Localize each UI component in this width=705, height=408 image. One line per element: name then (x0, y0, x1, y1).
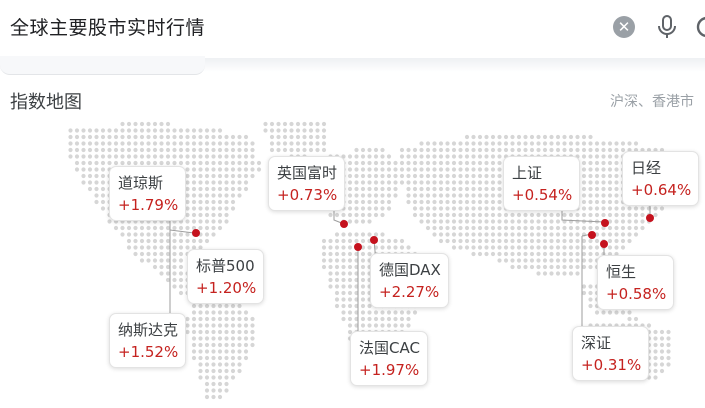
lens-icon[interactable] (695, 14, 705, 40)
index-name: 日经 (631, 159, 662, 177)
index-change: +0.58% (606, 285, 667, 303)
index-card-dow[interactable]: 道琼斯 +1.79% (109, 166, 187, 221)
index-card-hangseng[interactable]: 恒生 +0.58% (597, 255, 675, 310)
index-name: 标普500 (196, 257, 255, 275)
index-change: +1.52% (118, 343, 179, 361)
index-name: 法国CAC (359, 339, 420, 357)
index-change: +0.31% (581, 356, 642, 374)
region-tabs[interactable]: 沪深、香港市 (610, 94, 694, 110)
section-title: 指数地图 (10, 92, 82, 113)
world-dot-map (68, 121, 684, 400)
search-input[interactable]: 全球主要股市实时行情 (10, 17, 206, 39)
leader-line (169, 229, 195, 234)
index-card-ftse[interactable]: 英国富时 +0.73% (268, 156, 346, 211)
index-name: 深证 (581, 334, 612, 352)
market-marker[interactable] (646, 214, 654, 222)
index-card-shenzhen[interactable]: 深证 +0.31% (572, 326, 650, 381)
index-name: 英国富时 (277, 164, 338, 182)
search-tab-edge (0, 56, 205, 75)
index-change: +1.97% (359, 361, 420, 379)
market-marker[interactable] (588, 231, 596, 239)
index-change: +1.79% (118, 196, 179, 214)
market-marker[interactable] (340, 220, 348, 228)
mic-icon[interactable] (656, 14, 678, 40)
index-card-sp500[interactable]: 标普500 +1.20% (187, 249, 265, 304)
index-card-cac[interactable]: 法国CAC +1.97% (350, 331, 428, 386)
market-marker[interactable] (370, 236, 378, 244)
clear-icon[interactable]: ✕ (613, 16, 635, 38)
index-change: +0.64% (631, 181, 692, 199)
index-change: +1.20% (196, 279, 257, 297)
market-marker[interactable] (354, 243, 362, 251)
index-card-dax[interactable]: 德国DAX +2.27% (370, 253, 449, 308)
index-change: +0.54% (512, 186, 573, 204)
index-name: 纳斯达克 (118, 321, 179, 339)
index-card-nikkei[interactable]: 日经 +0.64% (622, 151, 700, 206)
search-bar: 全球主要股市实时行情 ✕ (0, 0, 705, 56)
index-change: +2.27% (379, 283, 440, 301)
index-card-nasdaq[interactable]: 纳斯达克 +1.52% (109, 313, 187, 368)
market-marker[interactable] (600, 240, 608, 248)
index-name: 道琼斯 (118, 174, 164, 192)
index-name: 恒生 (606, 263, 637, 281)
index-name: 上证 (512, 164, 543, 182)
index-name: 德国DAX (379, 261, 441, 279)
market-marker[interactable] (192, 229, 200, 237)
market-marker[interactable] (601, 219, 609, 227)
index-card-shanghai[interactable]: 上证 +0.54% (503, 156, 581, 211)
index-change: +0.73% (277, 186, 338, 204)
map-dots (68, 121, 684, 400)
